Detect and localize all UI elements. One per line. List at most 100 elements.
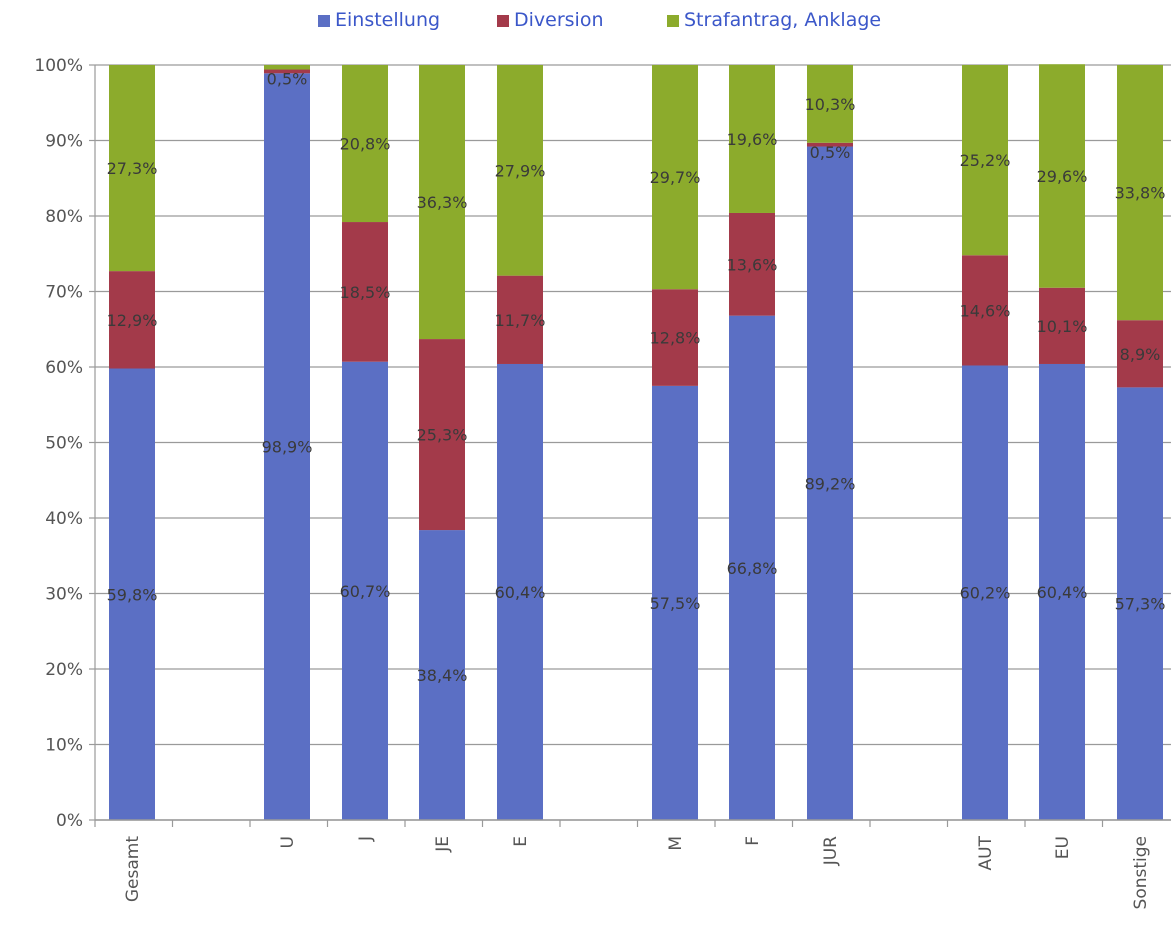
bar-M-einstellung	[652, 385, 698, 820]
data-label-JUR-2: 10,3%	[805, 95, 856, 114]
bar-M-diversion	[652, 289, 698, 386]
bar-F-diversion	[729, 212, 775, 316]
bar-Sonstige-diversion	[1117, 320, 1163, 388]
bar-EU-strafantraganklage	[1039, 64, 1085, 288]
data-label-F-2: 19,6%	[727, 130, 778, 149]
data-label-E-0: 60,4%	[495, 583, 546, 602]
data-labels: 59,8% 12,9% 27,3% 98,9% 0,5% 60,7% 18,5% 20,8% 3…	[107, 70, 1166, 686]
category-label-J: J	[356, 836, 376, 842]
data-label-U-0: 98,9%	[262, 438, 313, 457]
bar-JUR-diversion	[807, 142, 853, 147]
legend: Einstellung Diversion Strafantrag, Anklage	[318, 9, 881, 31]
bar-F-strafantraganklage	[729, 65, 775, 213]
data-label-U-1: 0,5%	[267, 70, 308, 89]
data-label-M-1: 12,8%	[650, 329, 701, 348]
y-tick-label-3: 30%	[45, 585, 83, 605]
category-label-F: F	[743, 836, 763, 846]
bar-EU-einstellung	[1039, 363, 1085, 820]
bar-F-einstellung	[729, 315, 775, 820]
category-label-JE: JE	[433, 836, 453, 853]
data-label-AUT-2: 25,2%	[960, 151, 1011, 170]
bar-Gesamt-strafantraganklage	[109, 65, 155, 272]
legend-label-2: Strafantrag, Anklage	[684, 9, 881, 31]
bar-Sonstige-strafantraganklage	[1117, 65, 1163, 321]
bar-JUR-einstellung	[807, 146, 853, 821]
bar-U-einstellung	[264, 73, 310, 821]
y-tick-label-10: 100%	[34, 56, 83, 76]
bar-U-strafantraganklage	[264, 65, 310, 70]
data-label-JUR-1: 0,5%	[810, 143, 851, 162]
category-label-AUT: AUT	[976, 835, 996, 870]
bar-E-diversion	[497, 275, 543, 364]
bar-JUR-strafantraganklage	[807, 65, 853, 143]
data-label-J-2: 20,8%	[340, 135, 391, 154]
y-tick-label-5: 50%	[45, 434, 83, 454]
bar-Sonstige-einstellung	[1117, 387, 1163, 820]
y-tick-label-1: 10%	[45, 736, 83, 756]
data-label-JUR-0: 89,2%	[805, 474, 856, 493]
bar-AUT-diversion	[962, 255, 1008, 366]
category-label-E: E	[511, 836, 531, 847]
bar-EU-diversion	[1039, 287, 1085, 364]
data-label-Sonstige-0: 57,3%	[1115, 595, 1166, 614]
category-label-Gesamt: Gesamt	[123, 836, 143, 902]
y-tick-label-8: 80%	[45, 207, 83, 227]
data-label-F-0: 66,8%	[727, 559, 778, 578]
legend-label-0: Einstellung	[335, 9, 440, 31]
y-tick-label-9: 90%	[45, 132, 83, 152]
data-label-Sonstige-1: 8,9%	[1120, 345, 1161, 364]
category-label-JUR: JUR	[821, 836, 841, 866]
data-label-AUT-1: 14,6%	[960, 301, 1011, 320]
bar-AUT-strafantraganklage	[962, 65, 1008, 256]
y-tick-label-7: 70%	[45, 283, 83, 303]
y-tick-label-4: 40%	[45, 509, 83, 529]
bar-AUT-einstellung	[962, 365, 1008, 820]
bar-J-diversion	[342, 222, 388, 362]
legend-swatch-2	[667, 15, 679, 27]
bars	[109, 64, 1163, 821]
data-label-Gesamt-0: 59,8%	[107, 585, 158, 604]
data-label-F-1: 13,6%	[727, 255, 778, 274]
bar-JE-strafantraganklage	[419, 65, 465, 340]
category-label-EU: EU	[1053, 836, 1073, 859]
category-label-M: M	[666, 836, 686, 851]
bar-Gesamt-einstellung	[109, 368, 155, 820]
y-tick-label-0: 0%	[56, 811, 83, 831]
data-label-EU-2: 29,6%	[1037, 167, 1088, 186]
data-label-J-0: 60,7%	[340, 582, 391, 601]
bar-JE-einstellung	[419, 530, 465, 820]
data-label-JE-0: 38,4%	[417, 666, 468, 685]
legend-label-1: Diversion	[514, 9, 604, 31]
data-label-EU-0: 60,4%	[1037, 583, 1088, 602]
bar-J-einstellung	[342, 361, 388, 820]
bar-M-strafantraganklage	[652, 65, 698, 290]
data-label-EU-1: 10,1%	[1037, 317, 1088, 336]
bar-E-strafantraganklage	[497, 65, 543, 276]
data-label-J-1: 18,5%	[340, 283, 391, 302]
bar-J-strafantraganklage	[342, 65, 388, 223]
y-tick-label-2: 20%	[45, 660, 83, 680]
category-label-U: U	[278, 836, 298, 848]
y-tick-label-6: 60%	[45, 358, 83, 378]
data-label-JE-2: 36,3%	[417, 193, 468, 212]
data-label-Gesamt-1: 12,9%	[107, 311, 158, 330]
gridlines	[95, 64, 1171, 821]
y-axis: 0% 10% 20% 30% 40% 50% 60% 70% 80% 90% 100%	[34, 56, 96, 831]
bar-Gesamt-diversion	[109, 271, 155, 369]
data-label-E-1: 11,7%	[495, 311, 546, 330]
legend-swatch-0	[318, 15, 330, 27]
data-label-E-2: 27,9%	[495, 161, 546, 180]
bar-U-diversion	[264, 69, 310, 74]
data-label-Sonstige-2: 33,8%	[1115, 184, 1166, 203]
legend-swatch-1	[497, 15, 509, 27]
bar-E-einstellung	[497, 363, 543, 820]
x-axis: Gesamt U J JE E M F JUR AUT EU Sonstige	[94, 819, 1171, 909]
data-label-M-2: 29,7%	[650, 168, 701, 187]
data-label-M-0: 57,5%	[650, 594, 701, 613]
category-label-Sonstige: Sonstige	[1131, 836, 1151, 909]
data-label-JE-1: 25,3%	[417, 426, 468, 445]
bar-JE-diversion	[419, 339, 465, 531]
data-label-Gesamt-2: 27,3%	[107, 159, 158, 178]
data-label-AUT-0: 60,2%	[960, 584, 1011, 603]
